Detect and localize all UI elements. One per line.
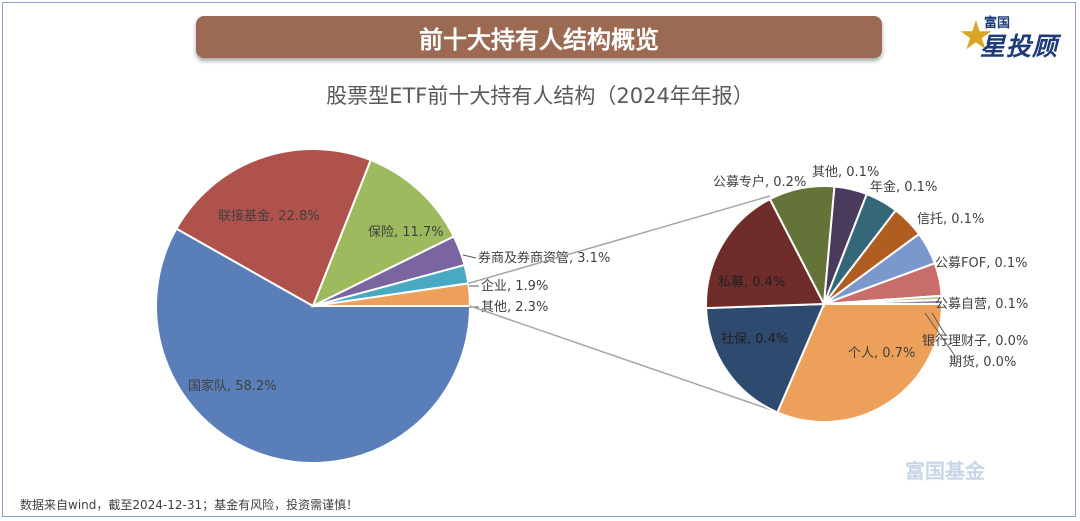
sub-pie-label-4: 公募专户, 0.2% [713,174,806,190]
logo-line2: 星投顾 [980,32,1059,61]
sub-pie-label-8: 公募FOF, 0.1% [935,256,1027,271]
star-icon: ★ [958,13,994,59]
sub-pie-slice-3 [705,197,826,310]
main-pie-slice-3 [311,158,456,309]
sub-pie-label-5: 其他, 0.1% [812,165,879,180]
brand-logo: ★ 富国 星投顾 [958,10,1068,61]
footnote: 数据来自wind，截至2024-12-31；基金有风险，投资需谨慎！ [20,498,359,512]
sub-pie-label-6: 年金, 0.1% [870,179,937,195]
chart-title: 股票型ETF前十大持有人结构（2024年年报） [326,84,754,108]
banner-title: 前十大持有人结构概览 [196,16,882,58]
connector-line-top [468,195,771,285]
logo-line1: 富国 [984,16,1011,31]
sub-pie-label-3: 私募, 0.4% [718,275,785,290]
main-pie-leader-4 [462,254,477,259]
sub-pie-label-7: 信托, 0.1% [917,212,984,227]
sub-pie-leader-10 [931,312,947,337]
sub-pie-label-1: 个人, 0.7% [848,346,915,361]
main-pie-label-4: 券商及券商资管, 3.1% [478,250,610,266]
main-pie-label-2: 联接基金, 22.8% [218,208,320,224]
main-pie-label-1: 国家队, 58.2% [188,378,277,394]
sub-pie-label-11: 期货, 0.0% [949,354,1016,370]
main-pie-label-5: 企业, 1.9% [481,278,548,294]
sub-pie-slice-2 [705,302,826,414]
main-pie-slice-2 [175,148,373,308]
main-pie-slice-6 [312,282,472,307]
sub-pie-label-10: 银行理财子, 0.0% [922,334,1028,349]
main-pie-slice-1 [155,227,472,464]
connector-line-bottom [469,305,784,415]
sub-pie-slice-11 [823,298,944,305]
sub-pie-leader-11 [924,312,956,357]
watermark-text: 富国基金 [905,459,985,483]
main-pie-label-3: 保险, 11.7% [368,225,444,240]
main-pie-label-6: 其他, 2.3% [481,300,548,315]
sub-pie-label-2: 社保, 0.4% [721,331,788,347]
sub-pie-label-9: 公募自营, 0.1% [935,297,1028,312]
sub-pie-slice-1 [776,303,944,423]
